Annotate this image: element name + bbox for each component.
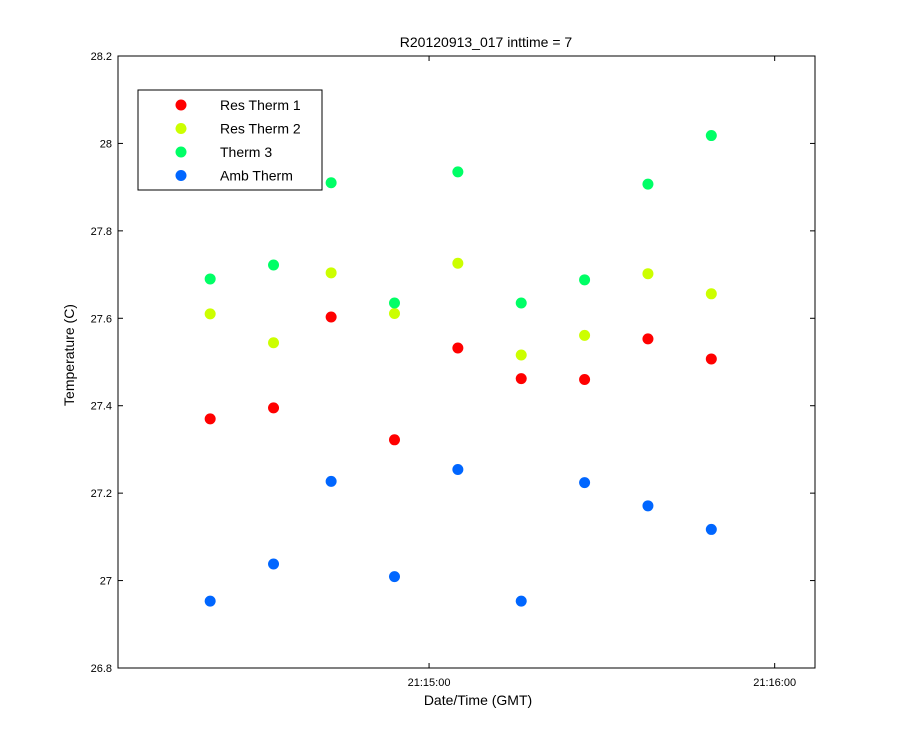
data-point bbox=[579, 373, 591, 385]
data-point bbox=[204, 413, 216, 425]
data-point bbox=[325, 177, 337, 189]
legend-box bbox=[137, 89, 323, 191]
series-2 bbox=[204, 257, 717, 361]
data-point bbox=[388, 571, 400, 583]
data-point bbox=[388, 297, 400, 309]
data-points bbox=[204, 130, 717, 607]
data-point bbox=[325, 475, 337, 487]
legend-items: Res Therm 1 Res Therm 2 Therm 3 Amb Therm bbox=[175, 97, 301, 184]
data-point bbox=[268, 259, 280, 271]
data-point bbox=[579, 274, 591, 286]
data-point bbox=[204, 273, 216, 285]
series-1 bbox=[204, 311, 717, 446]
x-tick-label: 21:16:00 bbox=[753, 677, 796, 689]
legend-label: Res Therm 1 bbox=[220, 97, 301, 113]
y-tick-label: 28 bbox=[100, 138, 112, 150]
data-point bbox=[642, 333, 654, 345]
data-point bbox=[705, 353, 717, 365]
data-point bbox=[325, 267, 337, 279]
data-point bbox=[515, 595, 527, 607]
data-point bbox=[579, 329, 591, 341]
y-tick-label: 27.4 bbox=[91, 401, 112, 413]
series-3 bbox=[204, 130, 717, 309]
y-axis-title: Temperature (C) bbox=[61, 304, 77, 406]
data-point bbox=[579, 477, 591, 489]
y-tick-label: 28.2 bbox=[91, 51, 112, 63]
series-4 bbox=[204, 464, 717, 607]
legend-label: Res Therm 2 bbox=[220, 121, 301, 137]
chart-title: R20120913_017 inttime = 7 bbox=[400, 34, 573, 50]
legend: Res Therm 1 Res Therm 2 Therm 3 Amb Therm bbox=[137, 89, 323, 191]
data-point bbox=[705, 288, 717, 300]
data-point bbox=[642, 178, 654, 190]
legend-marker bbox=[175, 146, 187, 158]
y-axis-ticks: 26.8 27 27.2 27.4 27.6 27.8 28 28.2 bbox=[91, 51, 815, 675]
data-point bbox=[452, 464, 464, 476]
y-tick-label: 26.8 bbox=[91, 663, 112, 675]
data-point bbox=[388, 434, 400, 446]
y-tick-label: 27.8 bbox=[91, 226, 112, 238]
legend-label: Therm 3 bbox=[220, 144, 272, 160]
legend-marker bbox=[175, 123, 187, 134]
data-point bbox=[268, 402, 280, 414]
x-tick-label: 21:15:00 bbox=[408, 677, 451, 689]
legend-marker bbox=[175, 170, 187, 181]
data-point bbox=[705, 130, 717, 142]
data-point bbox=[642, 268, 654, 280]
data-point bbox=[705, 523, 717, 535]
data-point bbox=[642, 500, 654, 512]
y-tick-label: 27 bbox=[100, 576, 112, 588]
x-axis-title: Date/Time (GMT) bbox=[424, 692, 532, 708]
data-point bbox=[268, 558, 280, 570]
data-point bbox=[452, 342, 464, 354]
data-point bbox=[325, 311, 337, 323]
x-axis-ticks: 21:15:00 21:16:00 bbox=[408, 56, 796, 689]
data-point bbox=[204, 595, 216, 607]
data-point bbox=[515, 297, 527, 309]
data-point bbox=[515, 349, 527, 361]
data-point bbox=[388, 307, 400, 319]
data-point bbox=[452, 257, 464, 269]
data-point bbox=[268, 337, 280, 349]
data-point bbox=[515, 373, 527, 385]
y-tick-label: 27.2 bbox=[91, 488, 112, 500]
data-point bbox=[204, 308, 216, 320]
legend-label: Amb Therm bbox=[220, 168, 293, 184]
data-point bbox=[452, 166, 464, 178]
legend-marker bbox=[175, 99, 187, 111]
y-tick-label: 27.6 bbox=[91, 313, 112, 325]
